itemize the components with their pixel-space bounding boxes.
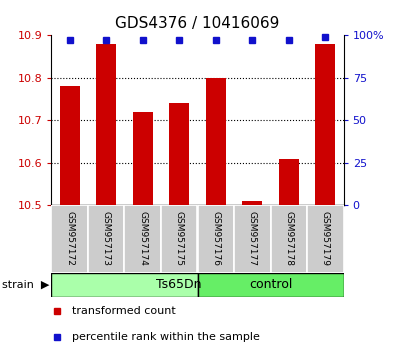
Text: GSM957172: GSM957172 [65, 211, 74, 266]
Bar [198, 273, 344, 297]
Bar [271, 205, 307, 273]
Bar [161, 205, 198, 273]
Bar [198, 205, 234, 273]
Text: GSM957174: GSM957174 [138, 211, 147, 266]
Bar [60, 86, 80, 205]
Text: Ts65Dn: Ts65Dn [156, 279, 202, 291]
Text: GSM957177: GSM957177 [248, 211, 257, 266]
Bar [234, 205, 271, 273]
Bar [88, 205, 124, 273]
Text: GSM957176: GSM957176 [211, 211, 220, 266]
Bar [315, 44, 335, 205]
Bar [96, 44, 116, 205]
Text: GSM957179: GSM957179 [321, 211, 330, 266]
Text: transformed count: transformed count [72, 306, 175, 316]
Text: GSM957178: GSM957178 [284, 211, 293, 266]
Title: GDS4376 / 10416069: GDS4376 / 10416069 [115, 16, 280, 32]
Bar [206, 78, 226, 205]
Bar [242, 201, 262, 205]
Bar [51, 205, 88, 273]
Text: percentile rank within the sample: percentile rank within the sample [72, 332, 260, 342]
Text: GSM957173: GSM957173 [102, 211, 111, 266]
Bar [169, 103, 189, 205]
Bar [279, 159, 299, 205]
Text: GSM957175: GSM957175 [175, 211, 184, 266]
Text: control: control [249, 279, 292, 291]
Bar [124, 205, 161, 273]
Bar [307, 205, 344, 273]
Text: strain  ▶: strain ▶ [2, 280, 49, 290]
Bar [51, 273, 198, 297]
Bar [133, 112, 153, 205]
